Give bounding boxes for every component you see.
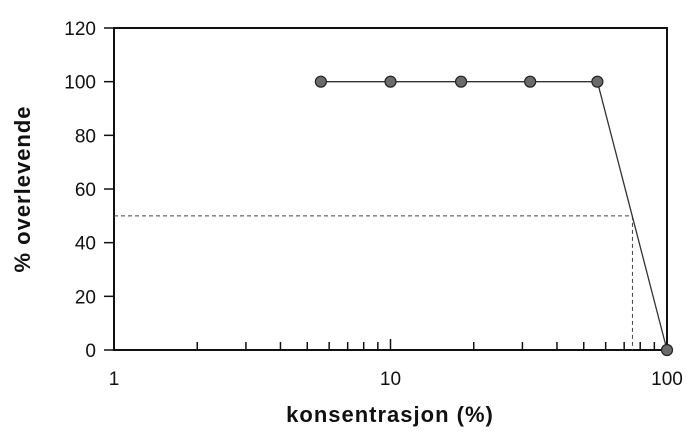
x-tick-label: 1: [109, 369, 120, 390]
series-line: [320, 81, 668, 351]
y-tick-label: 0: [85, 341, 96, 362]
y-axis-title: % overlevende: [10, 105, 35, 272]
data-point: [384, 75, 397, 88]
data-point: [524, 75, 537, 88]
data-point: [660, 343, 674, 357]
series-points: [314, 75, 674, 357]
y-tick-label: 120: [64, 19, 96, 40]
data-point: [591, 75, 604, 88]
y-tick-label: 60: [75, 180, 96, 201]
x-axis-ticks: 1 10 100: [109, 339, 683, 390]
y-tick-label: 40: [75, 234, 96, 255]
series-lines: [320, 81, 668, 351]
y-tick-label: 80: [75, 126, 96, 147]
x-axis-title: konsentrasjon (%): [286, 402, 494, 427]
data-point: [454, 75, 468, 88]
x-tick-label: 10: [380, 369, 401, 390]
reference-lines: [114, 215, 633, 350]
y-tick-label: 20: [75, 287, 96, 308]
x-tick-label: 100: [651, 369, 683, 390]
data-point: [314, 75, 327, 88]
y-tick-label: 100: [64, 73, 96, 94]
y-axis-ticks: 0 20 40 60 80 100 120: [64, 19, 114, 362]
